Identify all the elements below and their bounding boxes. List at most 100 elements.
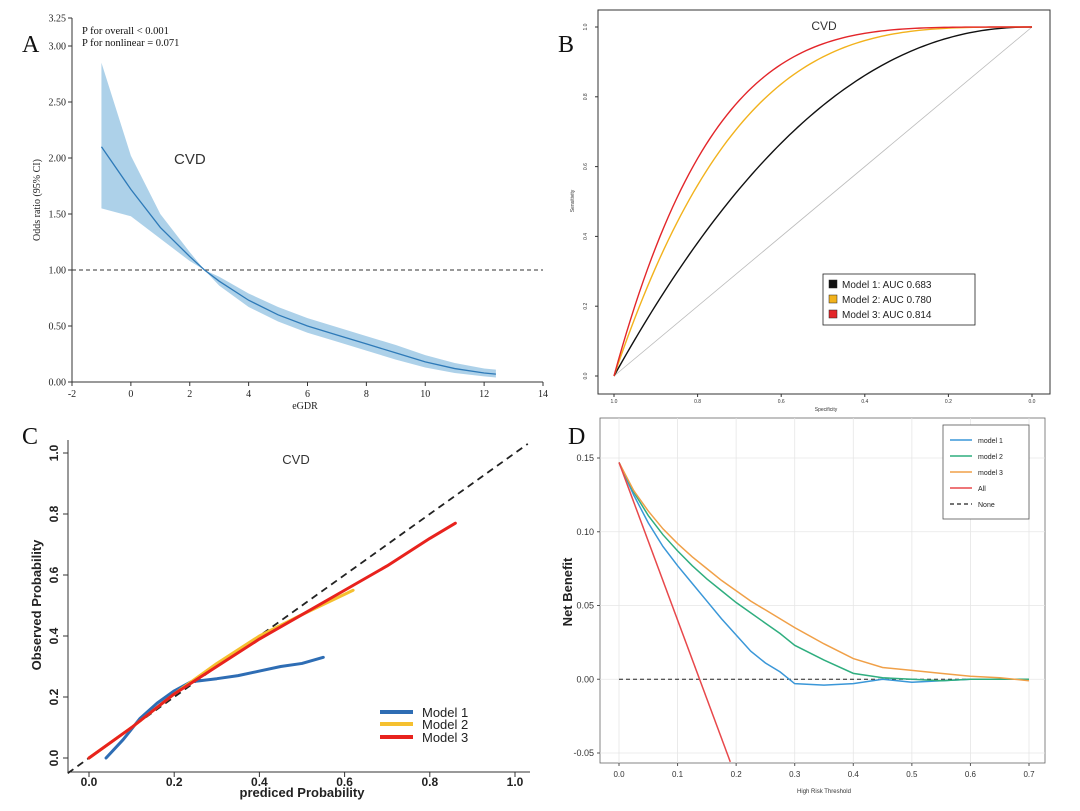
panel-b-diagonal [613,26,1033,377]
panel-d-legend-label-3: model 3 [978,470,1003,477]
panel-b-x-tick-label: 0.0 [1029,399,1036,405]
panel-d-xlabel: High Risk Threshold [797,789,851,795]
panel-c-x-tick-label: 0.0 [81,775,98,789]
panel-c-y-tick-label: 0.2 [47,688,61,705]
panel-b-frame [597,9,1051,395]
panel-c-title: CVD [282,452,309,467]
panel-c-ideal-line [67,443,529,774]
panel-d-curve-model-3 [618,462,1030,682]
panel-b-y-tick-label: 0.0 [583,372,589,379]
panel-a-xlabel: eGDR [292,401,318,412]
panel-a-y-tick-label: 1.00 [49,266,67,277]
panel-d-curve-all [618,462,731,763]
panel-d-legend-label-1: model 1 [978,438,1003,445]
panel-a-x-tick-label: 14 [538,389,548,400]
panel-d: D 0.0 0.1 0.2 0.3 0.4 0.5 0.6 0.7 -0.05 0.00 0.05 0… [560,417,1046,795]
panel-b-title: CVD [811,19,837,33]
panel-c-legend: Model 1 Model 2 Model 3 [380,705,468,745]
panel-b-x-tick-label: 0.4 [861,399,868,405]
panel-c-x-tick-label: 0.6 [336,775,353,789]
panel-a-curve [100,146,496,375]
panel-c-x-tick-label: 0.4 [251,775,268,789]
panel-a-y-tick-label: 2.50 [49,98,67,109]
panel-c-y-tick-label: 0.6 [47,566,61,583]
panel-a-letter: A [22,32,40,58]
panel-d-curve-model-1 [618,462,1029,686]
panel-b-legend-box [822,273,976,326]
panel-b-y-tick-label: 1.0 [583,23,589,30]
panel-b-y-tick-label: 0.4 [583,233,589,240]
panel-d-x-tick-label: 0.4 [848,770,860,779]
panel-a-y-tick-label: 3.00 [49,42,67,53]
panel-b-x-tick-label: 0.2 [945,399,952,405]
panel-b-xlabel: Specificity [815,407,838,413]
panel-b-letter: B [558,32,574,58]
panel-b-x-tick-label: 1.0 [611,399,618,405]
panel-b-ylabel: Sensitivity [570,189,576,212]
panel-c-x-tick-label: 0.8 [421,775,438,789]
panel-a-x-tick-label: 0 [128,389,133,400]
panel-a-y-tick-label: 0.50 [49,322,67,333]
panel-b-legend-label-1: Model 1: AUC 0.683 [842,280,932,291]
panel-b-legend-label-3: Model 3: AUC 0.814 [842,310,932,321]
panel-a-x-tick-label: -2 [68,389,76,400]
panel-a-y-tick-label: 3.25 [49,14,67,25]
panel-d-y-tick-label: -0.05 [573,748,594,758]
panel-d-legend-label-4: All [978,486,986,493]
panel-a-ylabel: Odds ratio (95% CI) [32,159,43,241]
panel-a: A -2 0 2 4 6 8 10 12 14 0.00 0.50 1.00 1.50 2.00 2.50 3… [22,14,548,413]
panel-b-x-tick-label: 0.8 [694,399,701,405]
panel-a-x-tick-label: 4 [246,389,251,400]
panel-b-y-tick-label: 0.2 [583,303,589,310]
panel-a-x-tick-label: 12 [479,389,489,400]
panel-c-letter: C [22,424,38,450]
panel-b: B 1.0 0.8 0.6 0.4 0.2 0.0 0.0 0.2 0.4 0.6 0.8 1.0 C… [558,9,1051,413]
panel-c-xlabel: prediced Probability [240,785,366,800]
panel-a-annotation-2: P for nonlinear = 0.071 [82,38,179,49]
panel-b-legend: Model 1: AUC 0.683 Model 2: AUC 0.780 Mo… [822,273,976,326]
panel-c-y-tick-label: 0.4 [47,627,61,644]
panel-d-curve-model-2 [618,462,1029,682]
panel-c-x-tick-label: 0.2 [166,775,183,789]
panel-c-legend-label-1: Model 1 [422,705,468,720]
panel-d-y-tick-label: 0.10 [576,527,594,537]
panel-d-x-tick-label: 0.5 [906,770,918,779]
panel-b-legend-swatch-3 [828,309,838,319]
panel-c-calibration-curve-1 [104,655,325,760]
panel-d-ylabel: Net Benefit [560,557,575,626]
panel-c: C 0.0 0.2 0.4 0.6 0.8 1.0 0.0 0.2 0.4 0.6 0.8 1.0 C… [22,424,530,800]
panel-b-legend-swatch-2 [828,294,838,304]
panel-d-x-tick-label: 0.7 [1023,770,1035,779]
panel-b-y-tick-label: 0.8 [583,93,589,100]
panel-b-legend-label-2: Model 2: AUC 0.780 [842,295,932,306]
panel-a-y-tick-label: 1.50 [49,210,67,221]
panel-b-legend-swatch-1 [828,279,838,289]
panel-d-x-tick-label: 0.2 [731,770,743,779]
panel-c-legend-label-2: Model 2 [422,717,468,732]
panel-b-x-tick-label: 0.6 [778,399,785,405]
panel-a-title: CVD [174,151,206,168]
panel-c-ylabel: Observed Probability [29,539,44,671]
panel-c-calibration-curve-3 [87,521,457,760]
panel-b-roc-curve-3 [613,26,1032,377]
panel-c-y-tick-label: 1.0 [47,444,61,461]
panel-a-x-tick-label: 6 [305,389,310,400]
panel-d-legend-label-5: None [978,502,995,509]
panel-a-x-tick-label: 10 [420,389,430,400]
panel-d-y-tick-label: 0.05 [576,601,594,611]
panel-b-y-tick-label: 0.6 [583,163,589,170]
panel-d-x-tick-label: 0.3 [789,770,801,779]
panel-d-y-tick-label: 0.15 [576,453,594,463]
panel-c-legend-label-3: Model 3 [422,730,468,745]
panel-d-legend-label-2: model 2 [978,454,1003,461]
panel-d-letter: D [568,424,585,450]
panel-d-x-tick-label: 0.1 [672,770,684,779]
panel-c-x-tick-label: 1.0 [507,775,524,789]
panel-a-annotation-1: P for overall < 0.001 [82,26,169,37]
panel-a-y-tick-label: 2.00 [49,154,67,165]
panel-a-x-tick-label: 2 [187,389,192,400]
panel-d-x-tick-label: 0.6 [965,770,977,779]
panel-b-roc-curve-1 [613,26,1033,377]
panel-c-y-tick-label: 0.8 [47,505,61,522]
